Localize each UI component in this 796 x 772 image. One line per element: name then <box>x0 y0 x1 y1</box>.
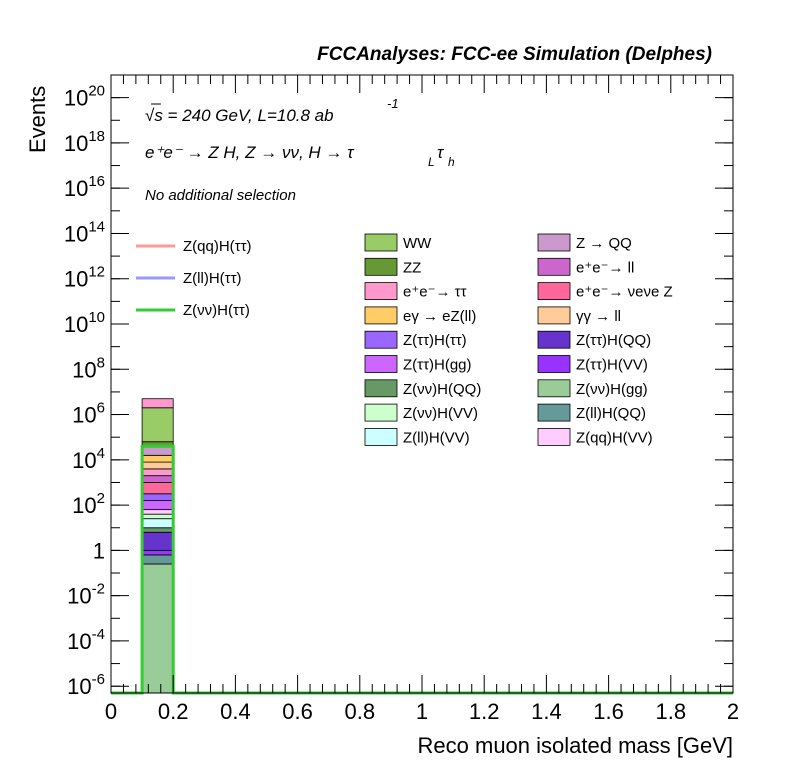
process-line: e⁺e⁻ → Z H, Z → νν, H → τ <box>145 143 355 162</box>
y-tick-label: 1016 <box>64 173 105 201</box>
legend-box-marker <box>537 355 571 373</box>
x-axis-label: Reco muon isolated mass [GeV] <box>418 733 733 758</box>
legend-box-label: ZZ <box>403 259 421 276</box>
x-tick-label: 0.8 <box>345 699 376 724</box>
legend-box-marker <box>364 282 398 301</box>
stack-segment <box>141 475 174 483</box>
chart-title: FCCAnalyses: FCC-ee Simulation (Delphes) <box>317 44 712 65</box>
x-tick-label: 0.6 <box>282 699 313 724</box>
legend-box-label: Z(ττ)H(gg) <box>403 357 472 374</box>
x-tick-label: 1.6 <box>593 699 624 724</box>
legend-box-marker <box>364 233 398 252</box>
stack-segment <box>141 527 174 533</box>
y-axis-label: Events <box>25 86 50 153</box>
y-tick-label: 10-4 <box>67 626 105 654</box>
legend-box-label: Z(ττ)H(VV) <box>576 357 648 374</box>
legend-box-label: Z(qq)H(VV) <box>576 429 653 446</box>
legend-box-marker <box>537 306 571 325</box>
x-tick-label: 0.4 <box>220 699 251 724</box>
energy-line: √s = 240 GeV, L=10.8 ab <box>145 106 334 125</box>
legend-box-label: e⁺e⁻→ ττ <box>403 284 467 301</box>
selection-label: No additional selection <box>145 187 296 204</box>
stack-segment <box>141 468 174 477</box>
stack-segment <box>141 563 174 694</box>
signal-line <box>111 444 733 695</box>
stack-segment <box>141 493 174 501</box>
process-subscript-l: L <box>428 155 435 169</box>
legend-box-marker <box>537 282 571 301</box>
stack-segment <box>141 454 174 463</box>
legend-box-label: Z(ll)H(VV) <box>403 429 470 446</box>
legend-box-label: WW <box>403 235 432 252</box>
y-tick-label: 102 <box>72 490 105 518</box>
legend: Z(qq)H(ττ) Z(ll)H(ττ) Z(νν)H(ττ) WW Z → QQ ZZ… <box>136 233 673 446</box>
legend-box-marker <box>537 233 571 252</box>
stack-segment <box>141 482 174 495</box>
legend-box-label: Z(ττ)H(QQ) <box>576 332 651 349</box>
y-tick-label: 1014 <box>64 218 105 246</box>
y-tick-label: 1018 <box>64 128 105 156</box>
x-tick-label: 0 <box>105 699 117 724</box>
header-annotations: √s = 240 GeV, L=10.8 ab -1 e⁺e⁻ → Z H, Z… <box>145 96 455 204</box>
legend-box-marker <box>537 330 571 349</box>
legend-box-marker <box>364 355 398 373</box>
y-tick-label: 1010 <box>64 309 105 337</box>
stack-segment <box>141 549 174 556</box>
axes: 0 0.2 0.4 0.6 0.8 1 1.2 1.4 1.6 1.8 2 10-6 10-4 10-2 1… <box>64 74 739 724</box>
y-tick-label: 1 <box>93 538 105 563</box>
legend-box-marker <box>537 427 571 446</box>
stack-segment <box>141 554 174 565</box>
legend-box-label: Z(ll)H(QQ) <box>576 405 646 422</box>
x-tick-label: 0.2 <box>158 699 189 724</box>
y-tick-label: 10-6 <box>67 671 105 699</box>
legend-box-label: Z(νν)H(gg) <box>576 381 648 398</box>
x-tick-label: 1.4 <box>531 699 562 724</box>
y-tick-label: 10-2 <box>67 581 105 609</box>
legend-line-label: Z(νν)H(ττ) <box>183 302 250 319</box>
legend-box-marker <box>364 257 398 276</box>
y-tick-label: 106 <box>72 400 105 428</box>
energy-superscript: -1 <box>387 96 399 111</box>
legend-box-marker <box>364 427 398 446</box>
process-tau: τ <box>437 143 445 162</box>
legend-box-label: Z(νν)H(QQ) <box>403 381 481 398</box>
legend-line-label: Z(ll)H(ττ) <box>183 270 242 287</box>
legend-box-label: Z(ττ)H(ττ) <box>403 332 467 349</box>
legend-box-label: eγ → eZ(ll) <box>403 308 476 325</box>
y-tick-label: 104 <box>72 445 105 473</box>
legend-box-marker <box>364 403 398 422</box>
stack-segment <box>141 509 174 515</box>
x-tick-label: 1.2 <box>469 699 500 724</box>
legend-box-marker <box>537 379 571 398</box>
legend-box-label: e⁺e⁻→ ll <box>576 259 634 276</box>
legend-box-label: Z → QQ <box>576 235 632 252</box>
legend-box-marker <box>537 403 571 422</box>
y-tick-label: 1012 <box>64 264 105 292</box>
legend-box-label: γγ → ll <box>576 308 621 325</box>
x-tick-label: 2 <box>727 699 739 724</box>
process-subscript-h: h <box>448 155 455 169</box>
legend-box-marker <box>364 330 398 349</box>
stack-segment <box>141 461 174 470</box>
x-tick-label: 1.8 <box>656 699 687 724</box>
legend-box-label: Z(νν)H(VV) <box>403 405 478 422</box>
stack-segment <box>141 500 174 511</box>
legend-box-marker <box>364 379 398 398</box>
legend-line-label: Z(qq)H(ττ) <box>183 238 252 255</box>
y-tick-label: 1020 <box>64 83 105 111</box>
stack-segment <box>141 531 174 551</box>
stack-segment <box>141 407 174 443</box>
y-tick-label: 108 <box>72 354 105 382</box>
legend-box-label: e⁺e⁻→ νeνe Z <box>576 284 673 301</box>
stack-segment <box>141 518 174 529</box>
legend-box-marker <box>537 257 571 276</box>
stack-segment <box>141 398 174 409</box>
stack-segment <box>141 513 174 520</box>
x-tick-label: 1 <box>416 699 428 724</box>
legend-box-marker <box>364 306 398 325</box>
